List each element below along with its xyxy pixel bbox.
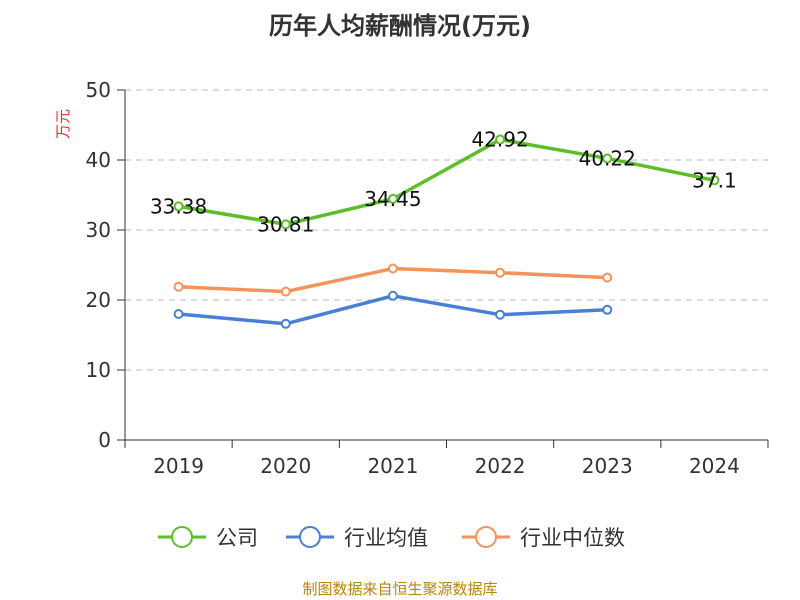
data-point[interactable]: [173, 309, 184, 319]
data-labels: 33.38 30.81 34.45 42.92 40.22 37.1: [150, 128, 737, 237]
data-point[interactable]: [495, 267, 506, 278]
axes: 0 10 20 30 40 50 2019 2020 2021 2022 2023 2024: [86, 78, 769, 478]
grid-lines: [125, 89, 768, 371]
data-point[interactable]: [280, 318, 291, 329]
data-point[interactable]: [602, 304, 613, 315]
data-label: 40.22: [579, 146, 636, 170]
data-point[interactable]: [709, 175, 720, 186]
y-axis-label: 万元: [54, 109, 72, 139]
x-tick-label: 2021: [367, 454, 418, 478]
series-line: [178, 137, 715, 227]
chart-title: 历年人均薪酬情况(万元): [269, 12, 531, 40]
y-tick-label: 20: [86, 288, 111, 312]
source-note: 制图数据来自恒生聚源数据库: [302, 580, 497, 598]
series-lines: [173, 134, 720, 329]
x-tick-label: 2023: [582, 454, 633, 478]
data-point[interactable]: [387, 193, 398, 204]
legend-item-3[interactable]: 行业中位数: [462, 526, 625, 550]
data-point[interactable]: [495, 134, 506, 145]
data-label: 34.45: [364, 187, 421, 211]
legend-marker: [171, 526, 193, 548]
y-tick-label: 0: [98, 428, 111, 452]
data-point[interactable]: [280, 219, 291, 230]
legend-item-1[interactable]: 公司: [158, 526, 258, 550]
data-point[interactable]: [602, 272, 613, 283]
y-tick-label: 40: [86, 148, 111, 172]
y-tick-label: 10: [86, 358, 111, 382]
legend[interactable]: 公司 行业均值 行业中位数: [158, 526, 625, 550]
data-point[interactable]: [387, 263, 398, 274]
legend-label: 公司: [216, 526, 258, 550]
data-label: 33.38: [150, 194, 207, 218]
y-tick-label: 50: [86, 78, 111, 102]
data-label: 30.81: [257, 212, 314, 236]
data-point[interactable]: [280, 286, 291, 297]
legend-label: 行业均值: [344, 526, 428, 550]
legend-item-2[interactable]: 行业均值: [286, 526, 428, 550]
legend-marker: [475, 526, 497, 548]
data-point[interactable]: [602, 153, 613, 164]
data-label: 37.1: [692, 168, 737, 192]
legend-marker: [299, 526, 321, 548]
data-point[interactable]: [173, 281, 184, 292]
x-tick-label: 2020: [260, 454, 311, 478]
data-label: 42.92: [471, 128, 528, 152]
series-3: [173, 263, 613, 297]
x-tick-label: 2024: [689, 454, 740, 478]
data-point[interactable]: [387, 290, 398, 301]
series-2: [173, 290, 613, 329]
x-tick-label: 2019: [153, 454, 204, 478]
series-1: [173, 134, 720, 230]
data-point[interactable]: [173, 201, 184, 212]
data-point[interactable]: [495, 309, 506, 320]
x-tick-label: 2022: [475, 454, 526, 478]
y-tick-label: 30: [86, 218, 111, 242]
legend-label: 行业中位数: [520, 526, 625, 550]
